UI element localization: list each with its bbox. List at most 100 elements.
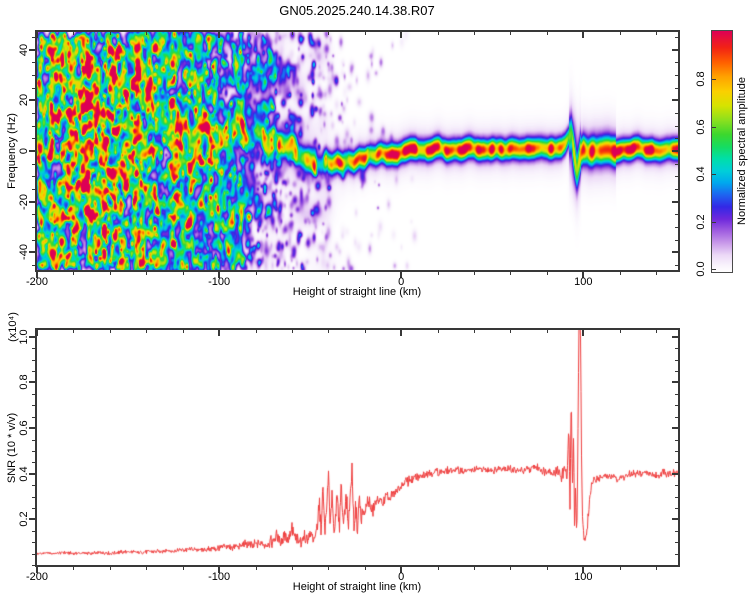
tick (109, 330, 111, 333)
x-tick-label: -200 (25, 571, 49, 583)
tick (675, 485, 678, 487)
tick (73, 272, 75, 275)
tick (328, 330, 330, 333)
tick (32, 359, 35, 361)
tick (712, 221, 716, 223)
tick (255, 330, 257, 333)
tick (675, 530, 678, 532)
tick (437, 330, 439, 333)
tick (291, 567, 293, 570)
tick (146, 330, 148, 333)
bottom-y-axis-title: SNR (10 * v/v) (6, 412, 18, 484)
y-tick-label: 0.2 (18, 511, 30, 528)
tick (32, 138, 35, 140)
tick (675, 138, 678, 140)
tick (619, 567, 621, 570)
tick (474, 330, 476, 333)
tick (29, 251, 35, 254)
tick (712, 126, 716, 128)
tick (672, 472, 678, 475)
colorbar-tick-label: 0.0 (695, 261, 707, 277)
tick (32, 565, 35, 566)
x-tick-label: 100 (574, 571, 593, 583)
snr-canvas (37, 330, 678, 565)
tick (675, 264, 678, 266)
tick (32, 176, 35, 178)
tick (400, 330, 403, 336)
tick (510, 272, 512, 275)
tick (364, 567, 366, 570)
colorbar (711, 30, 733, 273)
tick (400, 567, 403, 573)
tick (656, 272, 658, 275)
tick (29, 200, 35, 203)
tick (182, 272, 184, 275)
tick (328, 32, 330, 35)
tick (328, 272, 330, 275)
tick (437, 32, 439, 35)
tick (364, 330, 366, 333)
tick (32, 553, 35, 555)
y-tick-label: 0.8 (18, 374, 30, 391)
tick (32, 264, 35, 266)
tick (218, 567, 221, 573)
tick (675, 542, 678, 544)
x-tick-label: 0 (398, 276, 405, 288)
x-tick-label: 100 (574, 276, 593, 288)
colorbar-tick-label: 0.8 (695, 71, 707, 88)
tick (619, 330, 621, 333)
tick (32, 37, 35, 39)
tick (218, 32, 221, 38)
tick (73, 32, 75, 35)
tick (109, 32, 111, 35)
top-x-axis-title: Height of straight line (km) (292, 286, 422, 298)
tick (32, 62, 35, 64)
tick (672, 427, 678, 430)
y-tick-label: 0.6 (18, 420, 30, 436)
colorbar-tick-label: 0.6 (695, 119, 707, 135)
tick (29, 472, 35, 475)
tick (675, 214, 678, 216)
tick (675, 87, 678, 89)
tick (656, 32, 658, 35)
tick (510, 567, 512, 570)
tick (510, 32, 512, 35)
tick (218, 272, 221, 278)
tick (474, 272, 476, 275)
tick (672, 48, 678, 51)
tick (364, 272, 366, 275)
tick (582, 567, 585, 573)
tick (29, 99, 35, 102)
tick (672, 200, 678, 203)
y-tick-label: 20 (18, 94, 30, 107)
tick (672, 518, 678, 521)
tick (32, 188, 35, 190)
tick (32, 462, 35, 464)
x-tick-label: -200 (25, 276, 49, 288)
tick (400, 32, 403, 38)
tick (675, 163, 678, 165)
tick (675, 507, 678, 509)
snr-frame (35, 328, 680, 567)
tick (582, 32, 585, 38)
tick (109, 272, 111, 275)
spectrogram-frame (35, 30, 680, 272)
x-tick-label: -100 (208, 276, 231, 288)
tick (29, 335, 35, 338)
tick (675, 450, 678, 452)
tick (36, 330, 38, 336)
tick (29, 518, 35, 521)
tick (675, 462, 678, 464)
tick (675, 416, 678, 418)
tick (328, 567, 330, 570)
tick (32, 226, 35, 228)
tick (675, 113, 678, 115)
tick (36, 32, 38, 38)
tick (32, 113, 35, 115)
tick (582, 272, 585, 278)
tick (291, 330, 293, 333)
tick (675, 359, 678, 361)
tick (32, 439, 35, 441)
tick (32, 348, 35, 350)
